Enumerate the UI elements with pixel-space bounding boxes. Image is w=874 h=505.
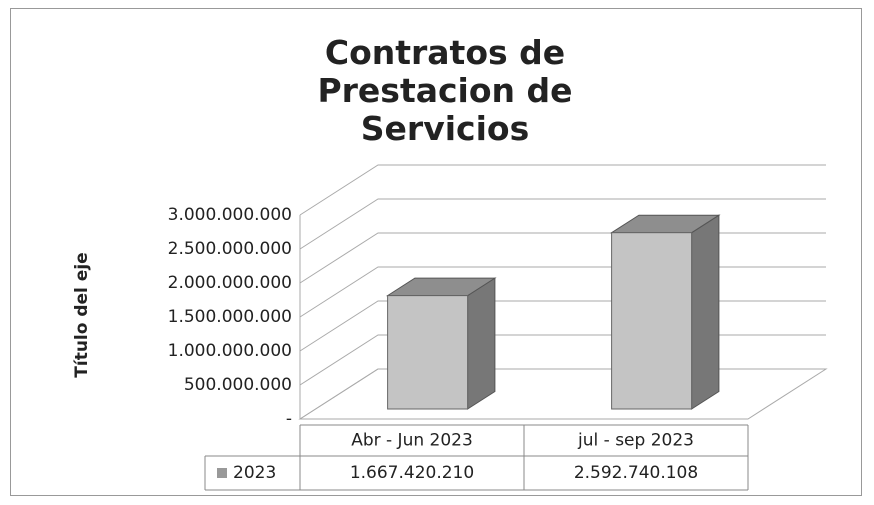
grid-line (299, 300, 826, 352)
y-tick-label: 2.500.000.000 (168, 239, 292, 259)
x-tick-label: Abr - Jun 2023 (351, 431, 473, 451)
floor (298, 368, 828, 420)
y-axis-title: Título del eje (72, 252, 92, 377)
bar-side (691, 214, 720, 410)
chart-title: Contratos de Prestacion de Servicios (317, 33, 573, 148)
chart-frame (10, 8, 862, 496)
grid-line (299, 232, 826, 284)
value-label: 1.667.420.210 (350, 463, 474, 483)
grid-line (299, 334, 826, 386)
y-tick-label: 2.000.000.000 (168, 273, 292, 293)
y-tick-label: 1.500.000.000 (168, 307, 292, 327)
y-tick-label: 1.000.000.000 (168, 341, 292, 361)
grid-line (299, 368, 826, 420)
grid-line (299, 266, 826, 318)
y-tick-label: 3.000.000.000 (168, 205, 292, 225)
legend-label: 2023 (233, 463, 276, 483)
bar (387, 295, 469, 410)
y-tick-label: 500.000.000 (184, 375, 292, 395)
grid-line (299, 164, 826, 216)
bar-side (467, 277, 496, 410)
x-tick-label: jul - sep 2023 (577, 431, 694, 451)
y-tick-label: - (286, 409, 292, 429)
grid-line (299, 198, 826, 250)
value-label: 2.592.740.108 (574, 463, 698, 483)
legend-key (217, 468, 227, 478)
bar (611, 232, 693, 410)
